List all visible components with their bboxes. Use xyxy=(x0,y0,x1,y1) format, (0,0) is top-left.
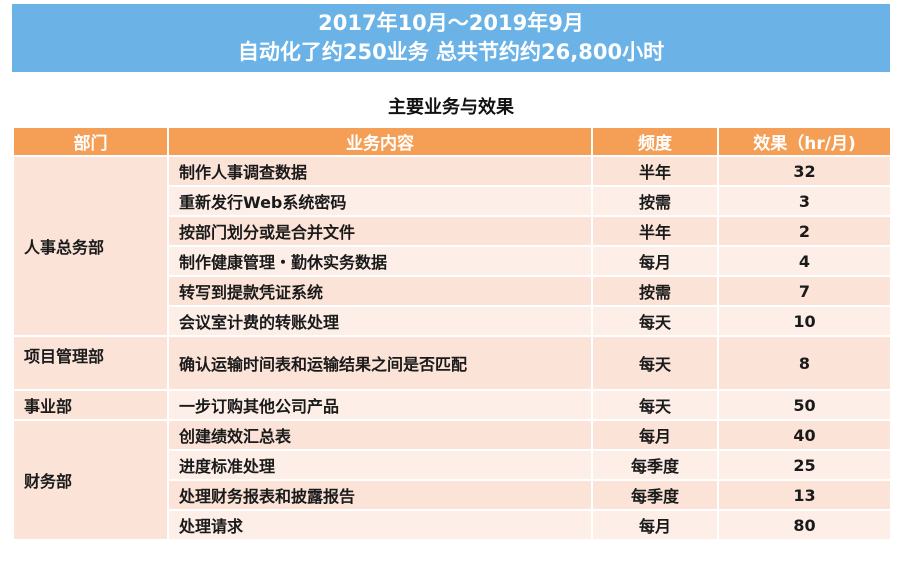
frequency-cell: 每季度 xyxy=(591,449,719,481)
effect-cell: 4 xyxy=(717,245,892,277)
task-cell: 会议室计费的转账处理 xyxy=(167,305,593,337)
effect-cell: 13 xyxy=(717,479,892,511)
title-banner: 2017年10月～2019年9月 自动化了约250业务 总共节约约26,800小… xyxy=(12,4,890,72)
frequency-cell: 半年 xyxy=(591,215,719,247)
frequency-cell: 每月 xyxy=(591,509,719,541)
table-row: 事业部 一步订购其他公司产品 每天 50 xyxy=(12,389,892,421)
frequency-cell: 按需 xyxy=(591,185,719,217)
table-row: 财务部 创建绩效汇总表 每月 40 xyxy=(12,419,892,541)
header-frequency: 频度 xyxy=(591,126,719,157)
header-dept: 部门 xyxy=(12,126,169,157)
table-row: 人事总务部 制作人事调查数据 半年 32 xyxy=(12,155,892,337)
dept-cell: 财务部 xyxy=(12,419,169,541)
task-cell: 创建绩效汇总表 xyxy=(167,419,593,451)
task-cell: 制作人事调查数据 xyxy=(167,155,593,187)
banner-summary: 自动化了约250业务 总共节约约26,800小时 xyxy=(237,40,665,64)
task-cell: 处理请求 xyxy=(167,509,593,541)
frequency-cell: 半年 xyxy=(591,155,719,187)
task-cell: 制作健康管理・勤休实务数据 xyxy=(167,245,593,277)
frequency-cell: 每天 xyxy=(591,389,719,421)
effect-cell: 32 xyxy=(717,155,892,187)
task-cell: 转写到提款凭证系统 xyxy=(167,275,593,307)
effect-cell: 2 xyxy=(717,215,892,247)
effect-cell: 50 xyxy=(717,389,892,421)
effect-cell: 7 xyxy=(717,275,892,307)
frequency-cell: 每天 xyxy=(591,335,719,391)
task-cell: 一步订购其他公司产品 xyxy=(167,389,593,421)
task-cell: 确认运输时间表和运输结果之间是否匹配 xyxy=(167,335,593,391)
banner-period: 2017年10月～2019年9月 xyxy=(318,11,584,35)
dept-cell: 事业部 xyxy=(12,389,169,421)
dept-cell: 人事总务部 xyxy=(12,155,169,337)
effect-cell: 10 xyxy=(717,305,892,337)
table-header-row: 部门 业务内容 频度 效果（hr/月) xyxy=(12,126,892,157)
table-row: 转写到提款凭证系统 按需 7 xyxy=(13,275,892,307)
section-title: 主要业务与效果 xyxy=(388,97,514,118)
effect-cell: 8 xyxy=(717,335,892,391)
table-row: 项目管理部 确认运输时间表和运输结果之间是否匹配 每天 8 xyxy=(12,335,892,391)
business-results-table: 部门 业务内容 频度 效果（hr/月) 人事总务部 制作人事调查数据 半年 32… xyxy=(12,126,892,541)
header-task: 业务内容 xyxy=(167,126,593,157)
table-row: 处理请求 每月 80 xyxy=(13,509,892,541)
effect-cell: 3 xyxy=(717,185,892,217)
task-cell: 按部门划分或是合并文件 xyxy=(167,215,593,247)
table-row: 按部门划分或是合并文件 半年 2 xyxy=(13,215,892,247)
table-row: 处理财务报表和披露报告 每季度 13 xyxy=(13,479,892,511)
effect-cell: 80 xyxy=(717,509,892,541)
frequency-cell: 每季度 xyxy=(591,479,719,511)
table-row: 会议室计费的转账处理 每天 10 xyxy=(13,305,892,337)
header-effect: 效果（hr/月) xyxy=(717,126,892,157)
task-cell: 进度标准处理 xyxy=(167,449,593,481)
task-cell: 重新发行Web系统密码 xyxy=(167,185,593,217)
task-cell: 处理财务报表和披露报告 xyxy=(167,479,593,511)
table-row: 进度标准处理 每季度 25 xyxy=(13,449,892,481)
frequency-cell: 每月 xyxy=(591,419,719,451)
effect-cell: 40 xyxy=(717,419,892,451)
table-row: 重新发行Web系统密码 按需 3 xyxy=(13,185,892,217)
dept-cell: 项目管理部 xyxy=(12,335,169,391)
frequency-cell: 每月 xyxy=(591,245,719,277)
table-row: 制作健康管理・勤休实务数据 每月 4 xyxy=(13,245,892,277)
frequency-cell: 按需 xyxy=(591,275,719,307)
effect-cell: 25 xyxy=(717,449,892,481)
frequency-cell: 每天 xyxy=(591,305,719,337)
